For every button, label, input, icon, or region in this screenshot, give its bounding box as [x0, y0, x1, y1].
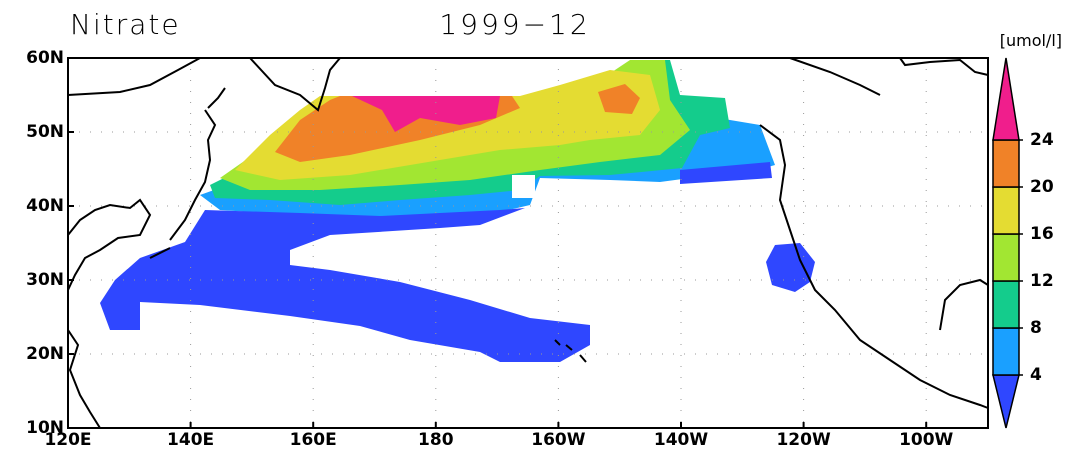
field-0-4: [680, 162, 772, 184]
colorbar-low: [992, 374, 1020, 429]
frame: [67, 57, 989, 429]
coast-japan: [149, 87, 226, 259]
lon-label: 120E: [44, 430, 91, 450]
field-above-24: [352, 96, 500, 132]
field-20-24: [598, 84, 640, 114]
lon-label: 160W: [531, 430, 585, 450]
lat-label: 40N: [26, 196, 64, 216]
date: 1999−12: [439, 8, 590, 41]
colorbar: 4 8 12 16 20 24: [992, 57, 1054, 429]
coast-asia: [67, 57, 201, 429]
colorbar-box: [992, 280, 1020, 329]
coast-kamchatka: [249, 57, 341, 112]
colorbar-label: 8: [1030, 318, 1042, 338]
lon-label: 160E: [290, 430, 337, 450]
title: Nitrate: [70, 8, 181, 41]
colorbar-box: [992, 186, 1020, 235]
unit: [umol/l]: [1000, 31, 1062, 50]
colorbar-high: [992, 57, 1020, 141]
lat-label: 60N: [26, 48, 64, 68]
colorbar-label: 24: [1030, 130, 1054, 150]
coastlines: [67, 57, 989, 429]
lon-label: 180: [418, 430, 454, 450]
colorbar-box: [992, 233, 1020, 282]
lat-label: 30N: [26, 270, 64, 290]
colorbar-label: 20: [1030, 177, 1054, 197]
lat-label: 50N: [26, 122, 64, 142]
lat-label: 10N: [26, 418, 64, 438]
colorbar-label: 4: [1030, 365, 1042, 385]
colorbar-label: 12: [1030, 271, 1054, 291]
lon-label: 140W: [654, 430, 708, 450]
colorbar-box: [992, 327, 1020, 376]
lon-label: 140E: [167, 430, 214, 450]
field-0-4: [100, 208, 590, 362]
colorbar-label: 16: [1030, 224, 1054, 244]
lon-label: 100W: [899, 430, 953, 450]
nitrate-field: [100, 60, 815, 362]
colorbar-box: [992, 139, 1020, 188]
grid: [68, 58, 988, 428]
lat-label: 20N: [26, 344, 64, 364]
coast-hawaii: [554, 339, 587, 363]
lon-label: 120W: [776, 430, 830, 450]
field-gap: [512, 175, 535, 198]
coast-america: [759, 57, 989, 409]
field-0-4: [766, 243, 815, 292]
